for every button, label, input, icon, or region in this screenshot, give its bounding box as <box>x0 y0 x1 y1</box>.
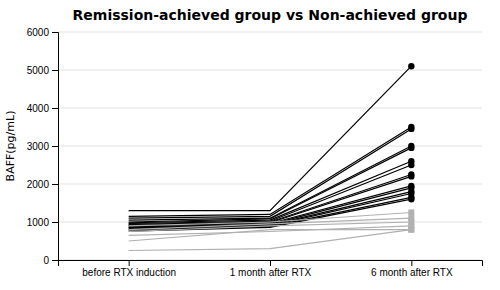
series-line <box>129 230 412 251</box>
tick: 5000 <box>27 65 58 76</box>
tick-label: 5000 <box>27 65 50 76</box>
marker <box>408 227 414 233</box>
tick: 6 month after RTX <box>371 260 453 278</box>
series-line <box>129 129 412 218</box>
tick-mark <box>52 108 58 109</box>
tick-mark <box>52 146 58 147</box>
tick: 0 <box>43 255 58 266</box>
marker <box>408 173 414 179</box>
series-line <box>129 192 412 228</box>
tick: 1 month after RTX <box>230 260 312 278</box>
tick-label: 6 month after RTX <box>371 267 453 278</box>
x-axis: before RTX induction 1 month after RTX 6 m… <box>59 260 483 278</box>
grid <box>58 32 482 260</box>
grid-line <box>58 146 482 147</box>
marker <box>408 63 414 69</box>
tick-mark <box>52 184 58 185</box>
axis-line <box>52 33 59 261</box>
series-line <box>129 148 412 222</box>
marker <box>408 196 414 202</box>
y-axis-title: BAFF(pg/mL) <box>4 111 17 182</box>
axis-line <box>59 261 483 267</box>
marker <box>408 162 414 168</box>
series-line <box>129 165 412 224</box>
tick: before RTX induction <box>82 260 176 278</box>
series-line <box>129 176 412 225</box>
tick: 2000 <box>27 179 58 190</box>
tick-label: 2000 <box>27 179 50 190</box>
series-line <box>129 199 412 231</box>
tick-label: 4000 <box>27 103 50 114</box>
tick-mark <box>52 222 58 223</box>
tick: 1000 <box>27 217 58 228</box>
plot: 0 1000 2000 3000 4000 5000 6000 before RTX indu… <box>27 27 483 278</box>
tick-mark <box>52 70 58 71</box>
series-line <box>129 226 412 236</box>
marks <box>129 63 415 251</box>
tick-label: 6000 <box>27 27 50 38</box>
series-line <box>129 197 412 229</box>
tick-label: 3000 <box>27 141 50 152</box>
tick-label: 1000 <box>27 217 50 228</box>
tick: 4000 <box>27 103 58 114</box>
tick: 6000 <box>27 27 58 38</box>
marker <box>408 227 414 233</box>
grid-line <box>58 70 482 71</box>
tick-label: 0 <box>43 255 49 266</box>
tick-label: before RTX induction <box>82 267 176 278</box>
series-line <box>129 161 412 223</box>
marker <box>408 145 414 151</box>
tick-mark <box>270 260 271 266</box>
tick-mark <box>52 32 58 33</box>
tick-mark <box>52 260 58 261</box>
title: Remission-achieved group vs Non-achieved… <box>73 7 468 23</box>
chart: 0 1000 2000 3000 4000 5000 6000 before RTX indu… <box>0 0 500 290</box>
y-axis: 0 1000 2000 3000 4000 5000 6000 <box>27 27 59 266</box>
grid-line <box>58 184 482 185</box>
grid-line <box>58 32 482 33</box>
marker <box>408 210 414 216</box>
tick: 3000 <box>27 141 58 152</box>
series-line <box>129 175 412 225</box>
tick-mark <box>411 260 412 266</box>
grid-line <box>58 108 482 109</box>
series-line <box>129 146 412 220</box>
tick-mark <box>129 260 130 266</box>
marker <box>408 126 414 132</box>
tick-label: 1 month after RTX <box>230 267 312 278</box>
